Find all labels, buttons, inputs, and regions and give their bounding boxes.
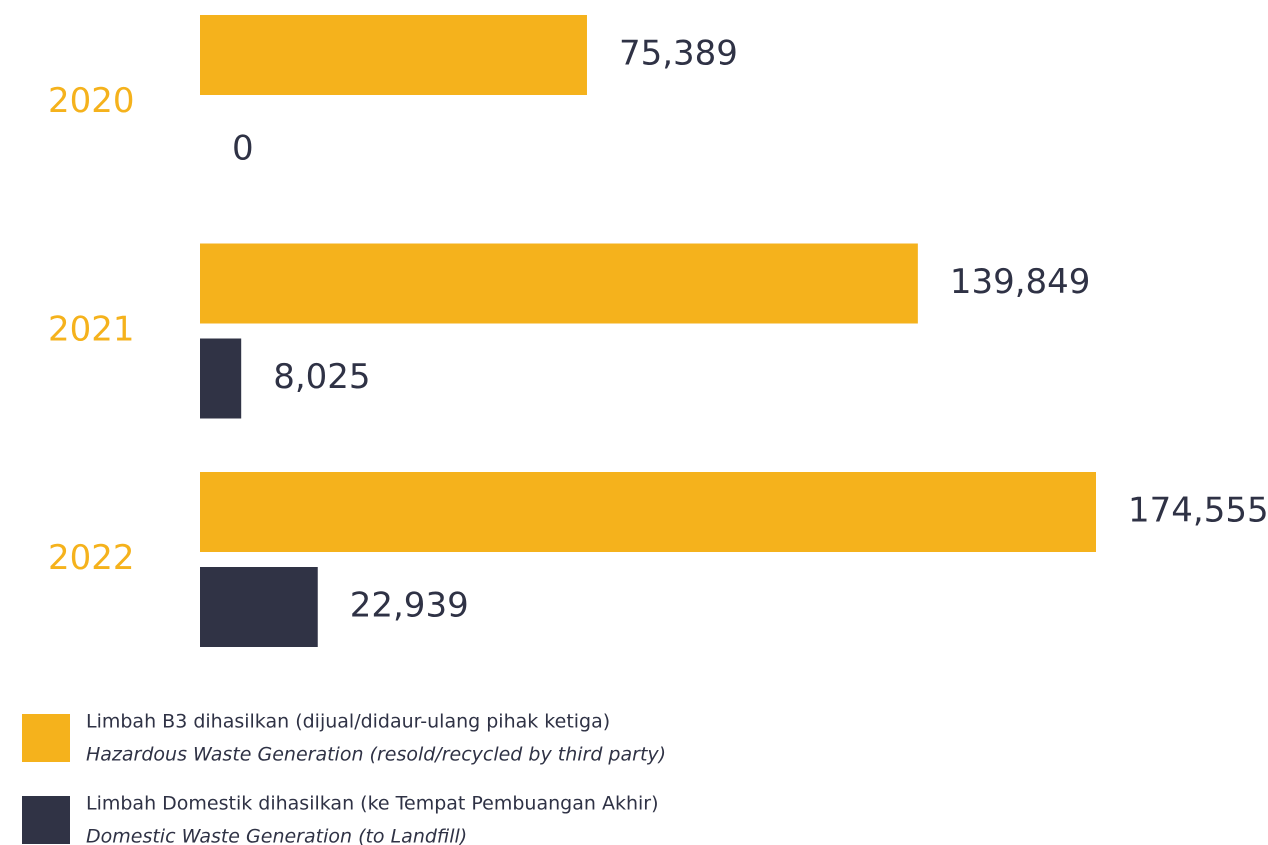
value-label: 0	[232, 129, 254, 169]
category-label: 2020	[48, 81, 135, 121]
legend-swatch	[22, 714, 70, 762]
legend-label-en: Hazardous Waste Generation (resold/recyc…	[86, 744, 666, 766]
value-label: 139,849	[950, 262, 1091, 302]
legend-label: Limbah Domestik dihasilkan (ke Tempat Pe…	[86, 793, 659, 815]
legend-label-en: Domestic Waste Generation (to Landfill)	[86, 826, 467, 845]
value-label: 22,939	[350, 586, 469, 626]
category-label: 2021	[48, 310, 135, 350]
bar	[200, 472, 1096, 552]
bar	[200, 338, 242, 419]
bar	[200, 567, 318, 647]
bar	[200, 15, 587, 95]
legend-swatch	[22, 796, 70, 844]
category-label: 2022	[48, 538, 135, 578]
value-label: 75,389	[619, 34, 738, 74]
bar	[200, 243, 918, 324]
value-label: 174,555	[1128, 491, 1268, 531]
value-label: 8,025	[273, 357, 370, 397]
legend-label: Limbah B3 dihasilkan (dijual/didaur-ulan…	[86, 711, 610, 733]
